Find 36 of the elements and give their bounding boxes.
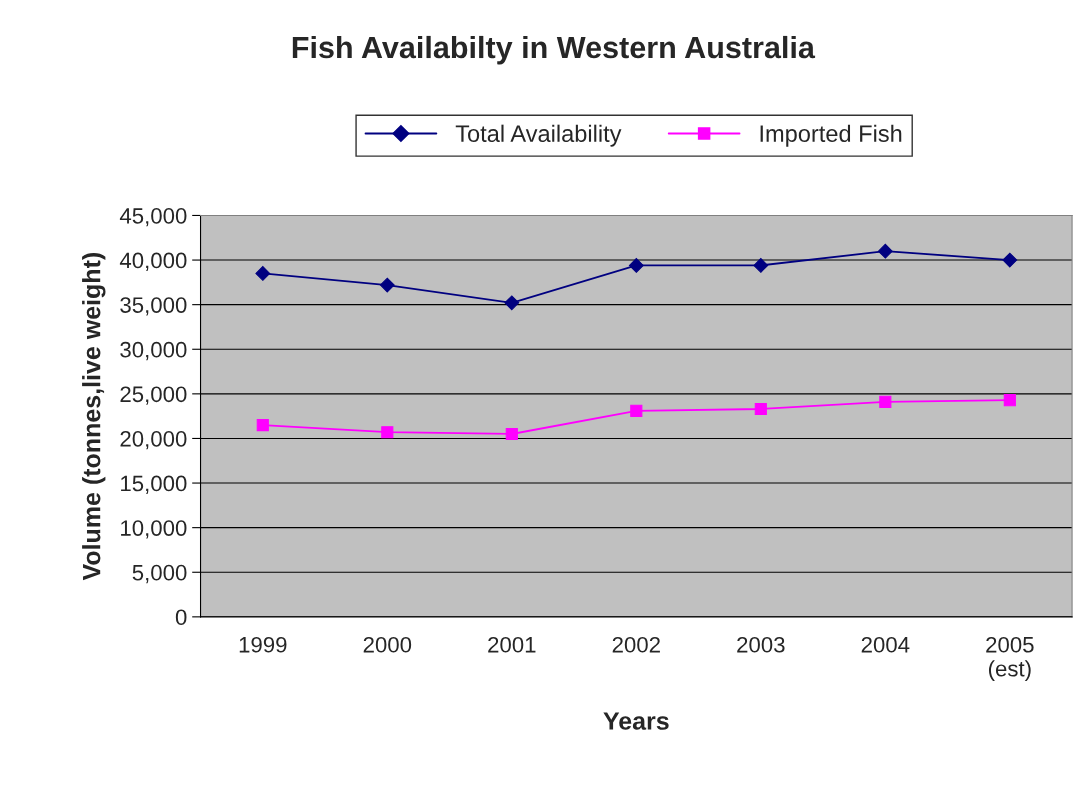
x-tick-label: 1999	[239, 636, 287, 653]
point	[379, 277, 395, 293]
point	[877, 243, 893, 259]
y-tick-label: 25,000	[120, 386, 187, 405]
legend-label: Total Availability	[455, 124, 622, 147]
chart-title: Fish Availabilty in Western Australia	[292, 35, 816, 65]
x-tick-label: 2002	[612, 636, 660, 653]
x-tick-label: 2000	[363, 636, 412, 653]
point	[753, 258, 769, 273]
y-tick-label: 20,000	[120, 430, 187, 450]
x-tick-label: 2003	[737, 636, 785, 653]
point	[256, 419, 269, 432]
y-tick-label: 5,000	[132, 564, 187, 584]
y-tick-label: 15,000	[121, 475, 187, 494]
x-axis-title: Years	[603, 712, 669, 730]
legend-label: Imported Fish	[760, 124, 902, 147]
x-tick-label: 2004	[861, 636, 910, 653]
y-tick-label: 30,000	[120, 341, 187, 361]
y-axis-title: Volume (tonnes,live weight)	[82, 253, 106, 581]
x-tick-label: 2001	[488, 636, 536, 653]
x-tick-label: 2005 (est)	[986, 636, 1034, 681]
point	[879, 395, 892, 408]
y-tick-label: 10,000	[121, 520, 187, 539]
point	[505, 427, 518, 441]
point	[630, 404, 643, 417]
point	[504, 295, 520, 311]
point	[255, 266, 271, 281]
y-tick-label: 45,000	[119, 207, 187, 227]
point	[628, 258, 644, 273]
y-tick-label: 0	[175, 609, 187, 626]
point	[1002, 252, 1018, 268]
y-tick-label: 40,000	[119, 252, 187, 271]
y-tick-label: 35,000	[120, 297, 187, 316]
point	[381, 426, 394, 439]
point	[754, 402, 767, 416]
point	[1003, 394, 1016, 407]
